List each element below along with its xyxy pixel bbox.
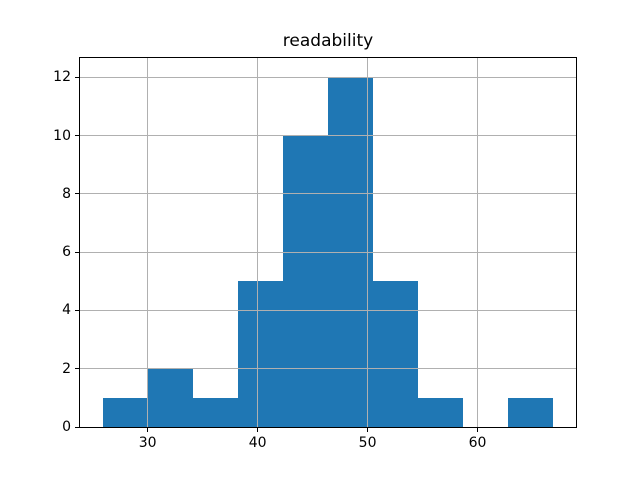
- y-tick-mark: [75, 135, 79, 137]
- y-tick-mark: [75, 193, 79, 195]
- y-tick-label: 10: [53, 127, 71, 144]
- x-gridline: [257, 58, 259, 427]
- y-tick-mark: [75, 309, 79, 311]
- axis-spine-top: [79, 57, 577, 58]
- histogram-bar: [373, 281, 419, 427]
- y-gridline: [80, 193, 576, 195]
- histogram-bar: [282, 135, 328, 427]
- x-tick-mark: [257, 428, 259, 432]
- x-tick-label: 30: [138, 435, 157, 451]
- y-tick-mark: [75, 368, 79, 370]
- axis-spine-right: [576, 57, 577, 428]
- y-tick-label: 6: [62, 244, 71, 261]
- x-tick-label: 40: [248, 435, 267, 451]
- y-tick-mark: [75, 76, 79, 78]
- y-tick-mark: [75, 426, 79, 428]
- y-tick-mark: [75, 251, 79, 253]
- y-tick-label: 4: [62, 302, 71, 319]
- x-gridline: [367, 58, 369, 427]
- y-gridline: [80, 368, 576, 370]
- histogram-bar: [237, 281, 283, 427]
- histogram-bar: [147, 368, 193, 427]
- plot-area: 30 40 50 60 0 2 4 6 8 10 12: [53, 57, 577, 451]
- histogram-bar: [102, 397, 148, 427]
- x-tick-mark: [147, 428, 149, 432]
- y-gridline: [80, 251, 576, 253]
- histogram-bar: [418, 397, 464, 427]
- chart-title: readability: [282, 31, 374, 51]
- y-gridline: [80, 76, 576, 78]
- x-gridline: [147, 58, 149, 427]
- y-tick-label: 2: [62, 360, 71, 377]
- x-gridline: [477, 58, 479, 427]
- y-gridline: [80, 309, 576, 311]
- y-gridline: [80, 135, 576, 137]
- axis-spine-left: [79, 57, 80, 428]
- x-tick-label: 50: [358, 435, 377, 451]
- x-tick-mark: [477, 428, 479, 432]
- histogram-bar: [192, 397, 238, 427]
- x-tick-mark: [367, 428, 369, 432]
- axis-spine-bottom: [79, 427, 577, 428]
- y-tick-label: 12: [53, 69, 71, 86]
- histogram-bar: [508, 397, 554, 427]
- x-tick-label: 60: [468, 435, 487, 451]
- y-tick-label: 8: [62, 185, 71, 202]
- y-tick-label: 0: [62, 419, 71, 435]
